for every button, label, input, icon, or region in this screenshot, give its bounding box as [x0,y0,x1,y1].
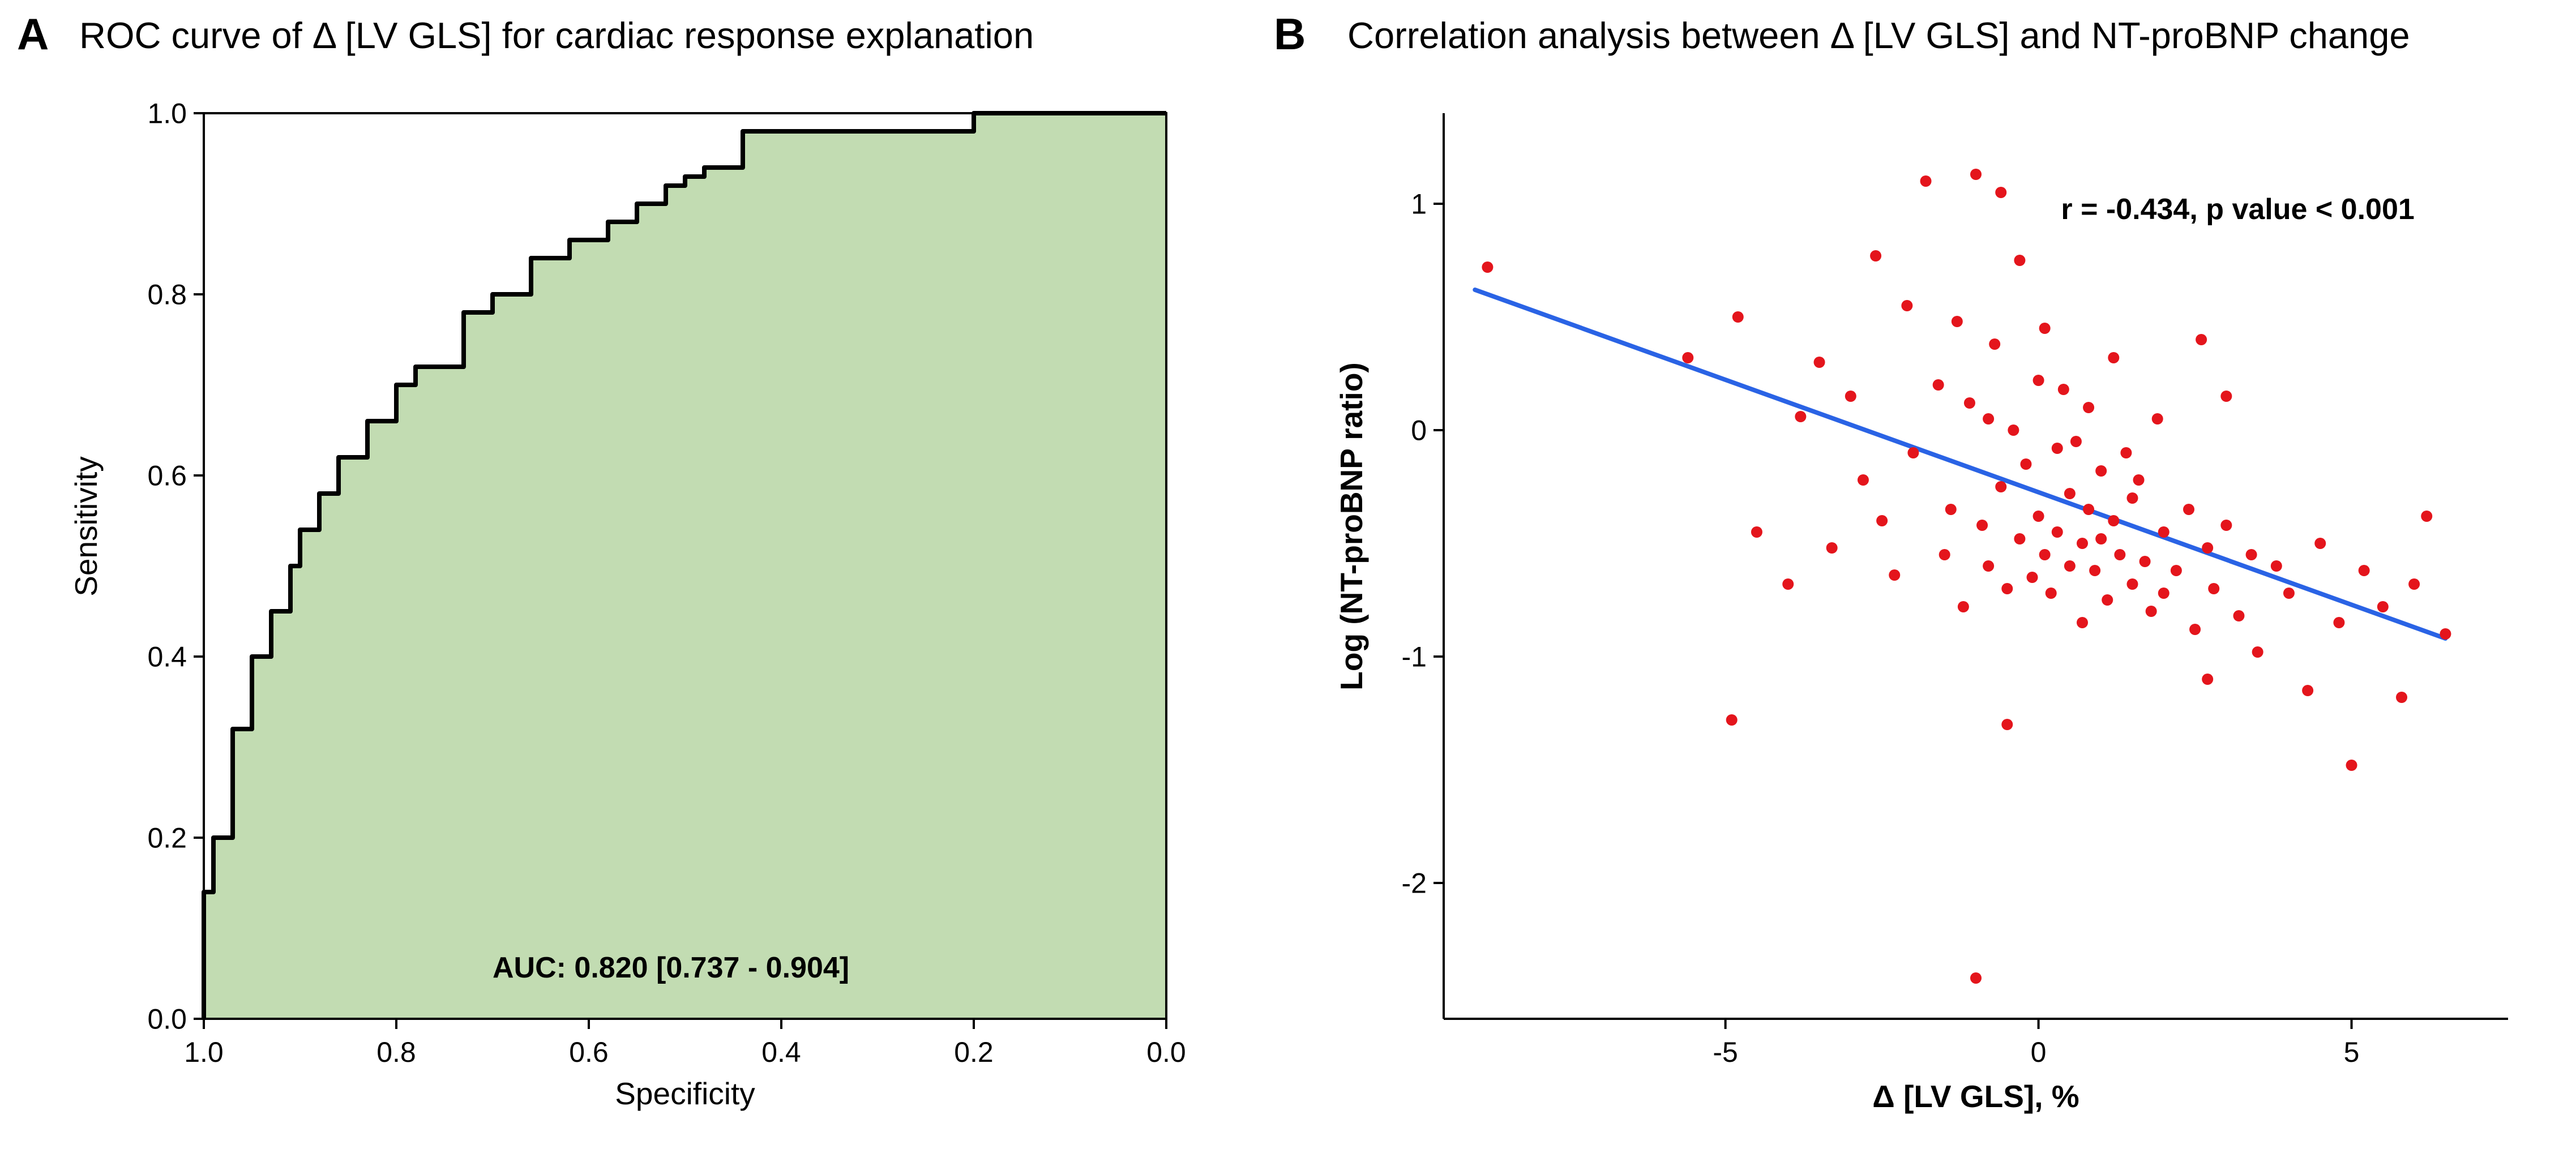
figure-root: A ROC curve of Δ [LV GLS] for cardiac re… [0,0,2576,1162]
panel-a-xlabel: Specificity [204,1075,1166,1112]
correlation-annotation: r = -0.434, p value < 0.001 [2061,192,2414,226]
svg-text:-1: -1 [1402,641,1427,673]
panel-b-ylabel: Log (NT-proBNP ratio) [1333,328,1370,724]
svg-text:0.0: 0.0 [147,1004,187,1035]
svg-text:0.0: 0.0 [1146,1036,1186,1068]
svg-text:0.4: 0.4 [761,1036,801,1068]
panel-a-ylabel: Sensitivity [68,413,104,640]
svg-text:0.4: 0.4 [147,641,187,673]
svg-text:0.2: 0.2 [147,822,187,854]
svg-text:0.6: 0.6 [147,460,187,492]
panel-b: B Correlation analysis between Δ [LV GLS… [1274,0,2576,1162]
scatter-chart: -5 0 5 -2 -1 0 1 [1274,0,2565,1132]
roc-chart: 1.0 0.8 0.6 0.4 0.2 0.0 0.0 0.2 0.4 0.6 0.8 1.0 [0,0,1212,1109]
svg-text:1.0: 1.0 [147,98,187,130]
panel-b-xlabel: Δ [LV GLS], % [1444,1078,2508,1114]
svg-text:0.8: 0.8 [147,279,187,311]
svg-text:0: 0 [1411,415,1427,447]
svg-text:1.0: 1.0 [184,1036,224,1068]
svg-text:0.2: 0.2 [954,1036,994,1068]
svg-text:0: 0 [2031,1036,2047,1068]
panel-a: A ROC curve of Δ [LV GLS] for cardiac re… [0,0,1274,1162]
svg-text:-2: -2 [1402,868,1427,899]
svg-text:1: 1 [1411,188,1427,220]
svg-text:0.6: 0.6 [569,1036,609,1068]
auc-annotation: AUC: 0.820 [0.737 - 0.904] [493,951,849,985]
svg-text:5: 5 [2344,1036,2360,1068]
svg-text:-5: -5 [1713,1036,1738,1068]
svg-text:0.8: 0.8 [376,1036,416,1068]
